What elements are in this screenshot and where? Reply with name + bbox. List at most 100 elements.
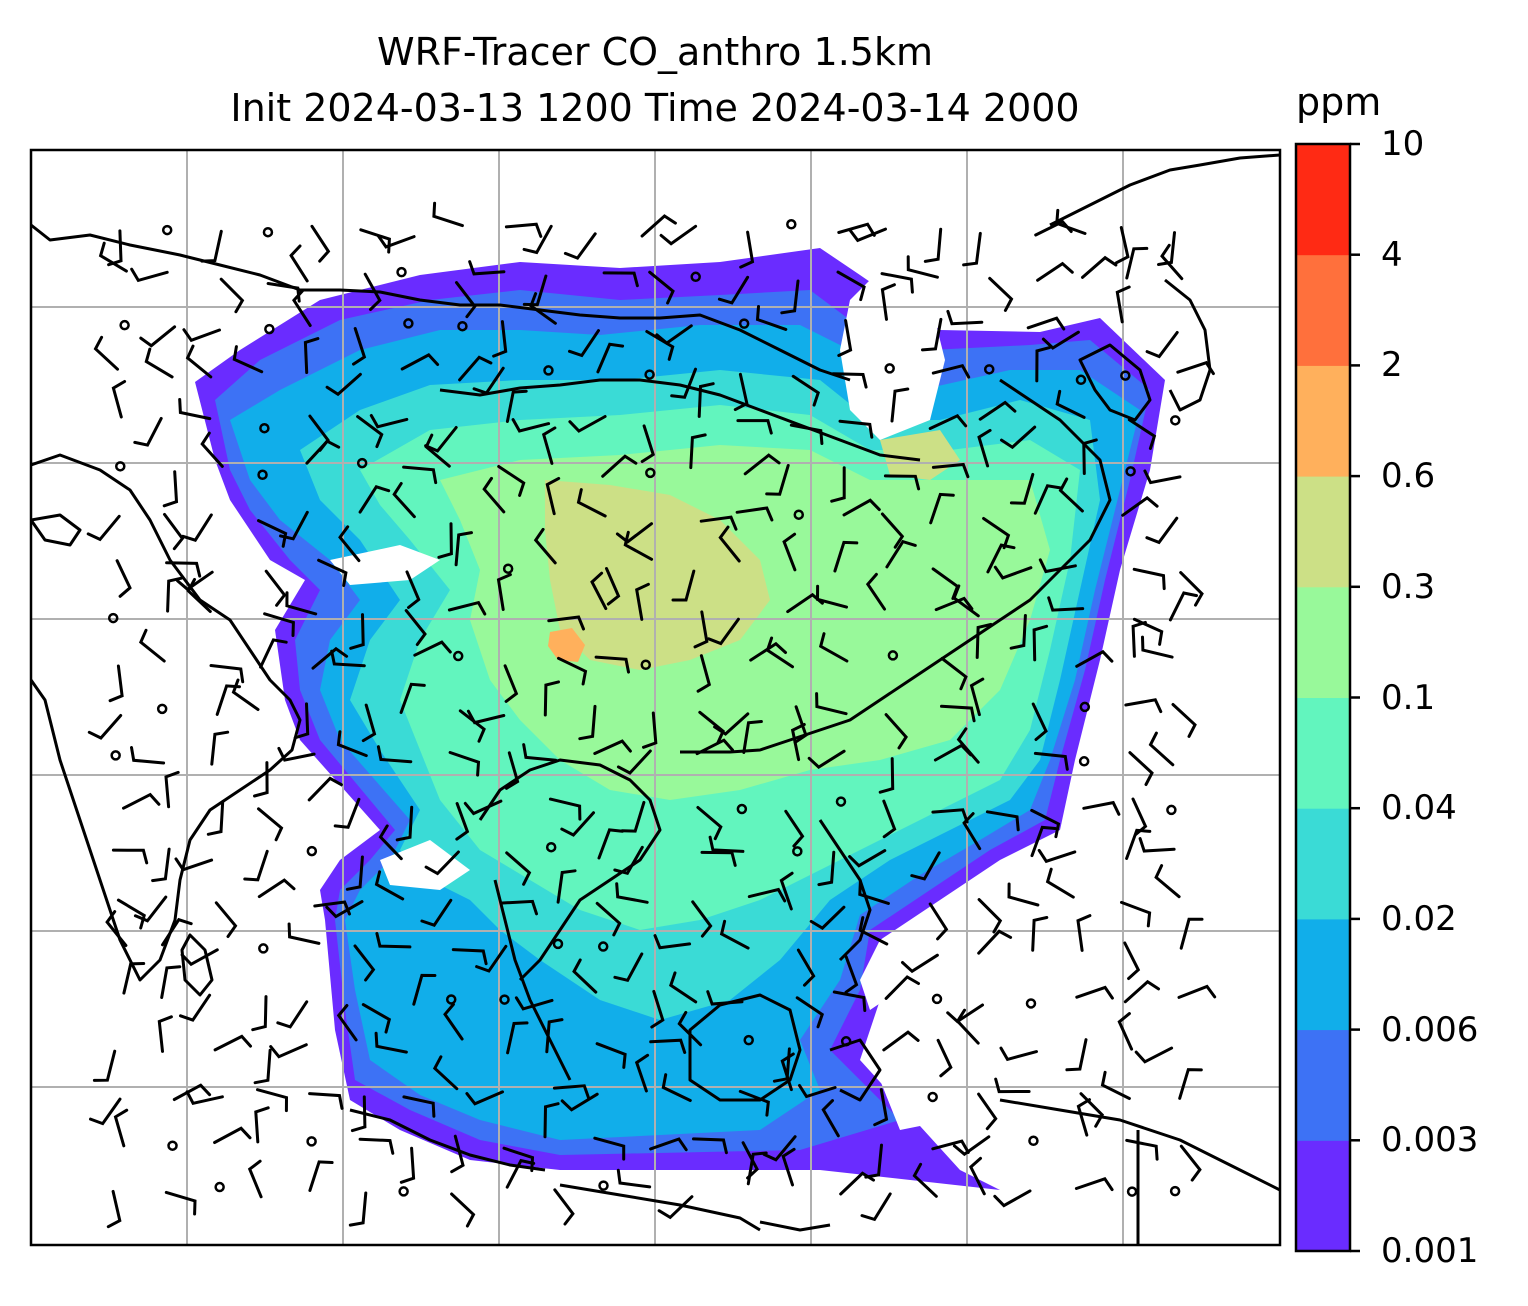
wind-barb	[181, 513, 213, 542]
wind-barb	[593, 1136, 626, 1161]
wind-barb	[1125, 1138, 1159, 1161]
wind-barb	[358, 485, 391, 514]
wind-barb	[848, 227, 887, 243]
wind-barb	[463, 799, 503, 816]
calm-wind-marker	[835, 796, 847, 807]
coast-new-guinea	[999, 1098, 1280, 1192]
wind-barb	[789, 423, 824, 445]
wind-barb	[475, 944, 508, 973]
wind-barb	[578, 704, 597, 741]
wind-barb	[615, 522, 653, 544]
colorbar-tick-label: 0.001	[1381, 1231, 1479, 1271]
calm-wind-marker	[887, 650, 899, 661]
calm-wind-marker	[927, 1091, 938, 1103]
wind-barb	[1123, 941, 1141, 980]
colorbar-tick-label: 4	[1381, 234, 1403, 275]
wind-barb	[455, 802, 470, 841]
wind-barb	[765, 464, 790, 496]
wind-barb	[287, 922, 321, 945]
wind-barb	[563, 232, 597, 260]
wind-barb	[1120, 900, 1152, 928]
calm-wind-marker	[1120, 370, 1131, 381]
wind-barb	[1121, 496, 1159, 517]
wind-barb	[289, 244, 309, 283]
wind-barb	[692, 1137, 728, 1155]
wind-barb	[798, 1084, 837, 1099]
wind-barb	[348, 1191, 368, 1227]
wind-barb	[161, 917, 193, 947]
wind-barb	[448, 751, 481, 777]
wind-barb	[307, 776, 343, 802]
wind-barb	[742, 720, 763, 754]
wind-barb	[699, 515, 738, 531]
wind-barb	[923, 227, 943, 263]
wind-barb	[545, 1018, 564, 1054]
wind-barb	[1038, 558, 1077, 574]
wind-barb	[399, 1146, 416, 1184]
wind-barb	[1047, 596, 1085, 612]
colorbar-band	[1296, 918, 1350, 1031]
wind-barb	[946, 1003, 984, 1024]
calm-wind-marker	[457, 320, 468, 332]
wind-barb	[865, 572, 886, 611]
wind-barb	[1000, 425, 1037, 450]
wind-barb	[590, 571, 608, 611]
wind-barb	[613, 845, 644, 876]
wind-barb	[817, 850, 836, 887]
colorbar-band	[1296, 254, 1350, 366]
wind-barb	[1125, 246, 1149, 280]
wind-barb	[1179, 1144, 1202, 1182]
wind-barb	[350, 1095, 367, 1133]
wind-barb	[1030, 825, 1057, 858]
calm-wind-marker	[259, 422, 270, 434]
wind-barb	[219, 277, 245, 314]
wind-barb	[279, 510, 309, 541]
map-gridlines	[31, 150, 1280, 1245]
wind-barb	[1138, 837, 1176, 853]
calm-wind-marker	[1028, 1135, 1039, 1147]
wind-barb	[634, 1053, 650, 1093]
calm-wind-marker	[156, 703, 168, 715]
wind-barb	[257, 519, 288, 548]
wind-barb	[455, 281, 477, 319]
calm-wind-marker	[257, 469, 268, 481]
wind-barb	[1033, 484, 1062, 515]
wind-barb	[144, 347, 174, 379]
wind-barb	[111, 848, 149, 865]
wind-barb	[568, 329, 600, 358]
wind-barb	[595, 1042, 627, 1069]
wind-barb	[650, 989, 665, 1029]
wind-barb	[601, 454, 638, 478]
wind-barb	[164, 770, 180, 809]
wind-barb	[420, 898, 453, 927]
wind-barb	[254, 1106, 270, 1144]
wind-barb	[696, 654, 712, 693]
wind-barb	[885, 539, 917, 569]
wind-barb	[670, 367, 697, 399]
wind-barb	[1082, 800, 1121, 816]
calm-wind-marker	[1079, 701, 1091, 713]
wind-barb	[139, 325, 177, 348]
wind-barb	[377, 234, 416, 249]
wind-barb	[543, 1102, 560, 1139]
wind-barb	[232, 345, 264, 374]
wind-barb	[276, 1000, 309, 1029]
wind-barb	[1145, 516, 1179, 545]
wind-barb	[1081, 255, 1118, 279]
wind-barb	[1007, 882, 1040, 907]
wind-barb	[977, 1092, 998, 1131]
calm-wind-marker	[738, 318, 750, 329]
wind-barb	[336, 1004, 358, 1042]
wind-barb	[733, 372, 749, 412]
calm-wind-marker	[1125, 466, 1136, 477]
wind-barb	[982, 517, 1011, 550]
map-title-line-2: Init 2024-03-13 1200 Time 2024-03-14 200…	[230, 86, 1080, 130]
wind-barb	[251, 995, 268, 1032]
wind-barb	[317, 558, 348, 587]
wind-barb	[635, 582, 650, 621]
coast-west-asia	[31, 223, 851, 382]
wind-barb	[292, 289, 312, 327]
calm-wind-marker	[258, 943, 269, 954]
wind-barb	[793, 705, 808, 744]
